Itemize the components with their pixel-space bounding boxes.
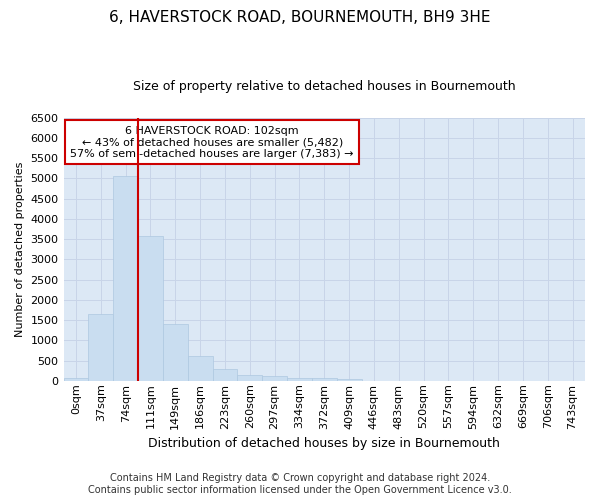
Text: Contains HM Land Registry data © Crown copyright and database right 2024.
Contai: Contains HM Land Registry data © Crown c… <box>88 474 512 495</box>
Bar <box>238 374 262 381</box>
Bar <box>262 376 287 381</box>
Bar <box>312 378 337 381</box>
Text: 6 HAVERSTOCK ROAD: 102sqm
← 43% of detached houses are smaller (5,482)
57% of se: 6 HAVERSTOCK ROAD: 102sqm ← 43% of detac… <box>70 126 354 159</box>
Bar <box>163 324 188 381</box>
Bar <box>113 176 138 381</box>
Bar <box>212 369 238 381</box>
Bar <box>64 378 88 381</box>
Bar <box>337 379 362 381</box>
Bar <box>138 236 163 381</box>
Text: 6, HAVERSTOCK ROAD, BOURNEMOUTH, BH9 3HE: 6, HAVERSTOCK ROAD, BOURNEMOUTH, BH9 3HE <box>109 10 491 25</box>
X-axis label: Distribution of detached houses by size in Bournemouth: Distribution of detached houses by size … <box>148 437 500 450</box>
Bar <box>287 378 312 381</box>
Title: Size of property relative to detached houses in Bournemouth: Size of property relative to detached ho… <box>133 80 515 93</box>
Y-axis label: Number of detached properties: Number of detached properties <box>15 162 25 337</box>
Bar <box>188 356 212 381</box>
Bar <box>88 314 113 381</box>
